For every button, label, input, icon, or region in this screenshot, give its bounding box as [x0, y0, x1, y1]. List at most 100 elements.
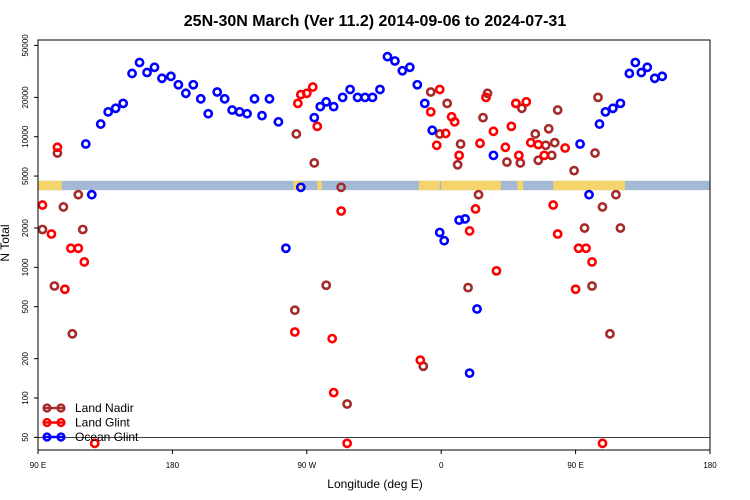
data-point: [488, 126, 499, 137]
data-point: [289, 305, 300, 316]
data-points: [37, 51, 668, 449]
x-axis-label: Longitude (deg E): [327, 477, 422, 491]
data-point: [195, 93, 206, 104]
data-point: [573, 243, 584, 254]
data-point: [292, 98, 303, 109]
data-point: [442, 98, 453, 109]
data-point: [472, 304, 482, 314]
data-point: [521, 96, 532, 107]
data-point: [500, 142, 511, 153]
data-point: [52, 142, 63, 153]
data-point: [425, 106, 436, 117]
legend-item: Land Nadir: [42, 401, 134, 415]
data-point: [249, 93, 260, 104]
x-tick-label: 90 E: [567, 461, 583, 470]
data-point: [581, 243, 591, 254]
data-point: [336, 182, 347, 193]
data-point: [404, 62, 415, 73]
series-ocean-glint: [80, 51, 668, 379]
data-point: [510, 98, 521, 109]
data-point: [549, 137, 560, 148]
data-point: [440, 128, 451, 139]
data-point: [173, 79, 184, 90]
data-point: [539, 150, 550, 161]
data-point: [605, 328, 615, 339]
data-point: [80, 139, 91, 149]
ocean-band: [38, 180, 710, 191]
data-point: [142, 67, 152, 78]
data-point: [488, 150, 499, 161]
data-point: [309, 112, 320, 123]
data-point: [615, 98, 626, 109]
data-point: [342, 438, 353, 449]
data-point: [590, 148, 600, 158]
legend-label: Land Nadir: [75, 401, 134, 415]
data-point: [212, 87, 223, 97]
y-tick-label: 2000: [21, 219, 30, 237]
chart-title: 25N-30N March (Ver 11.2) 2014-09-06 to 2…: [184, 13, 567, 30]
data-point: [560, 143, 571, 153]
land-segment: [553, 180, 625, 191]
legend-marker: [56, 417, 66, 428]
y-tick-label: 20000: [21, 86, 30, 109]
x-tick-label: 0: [439, 461, 444, 470]
data-point: [118, 98, 129, 109]
data-point: [506, 121, 517, 132]
data-point: [624, 68, 635, 79]
data-point: [597, 438, 608, 449]
data-point: [552, 229, 563, 239]
series-land-nadir: [37, 87, 626, 409]
land-segment: [418, 180, 440, 191]
y-tick-label: 100: [21, 391, 30, 405]
data-point: [352, 92, 363, 103]
data-point: [58, 202, 69, 212]
data-point: [345, 84, 356, 95]
x-tick-label: 90 W: [297, 461, 316, 470]
data-point: [412, 79, 423, 90]
data-point: [513, 150, 524, 161]
legend-label: Ocean Glint: [75, 430, 139, 444]
x-tick-label: 180: [166, 461, 180, 470]
data-point: [540, 140, 551, 151]
data-point: [642, 62, 653, 73]
data-point: [439, 235, 450, 246]
data-point: [301, 88, 312, 99]
land-segment: [517, 180, 524, 191]
x-tick-label: 180: [703, 461, 717, 470]
data-point: [315, 101, 326, 112]
data-point: [464, 368, 475, 379]
legend-marker: [42, 417, 52, 428]
data-point: [110, 103, 121, 114]
data-point: [516, 103, 527, 114]
data-point: [649, 73, 660, 84]
data-point: [575, 139, 585, 149]
data-point: [470, 204, 481, 214]
data-point: [291, 129, 302, 139]
data-point: [312, 121, 323, 132]
data-point: [95, 119, 106, 129]
data-point: [73, 243, 84, 254]
data-point: [530, 129, 541, 139]
legend-marker: [56, 432, 66, 442]
data-point: [52, 148, 63, 158]
data-point: [452, 159, 463, 170]
data-point: [546, 150, 557, 161]
data-point: [336, 206, 347, 216]
data-point: [569, 165, 580, 176]
data-point: [611, 189, 621, 200]
data-point: [597, 202, 608, 212]
data-point: [397, 65, 408, 76]
series-land-glint: [37, 82, 608, 449]
data-point: [360, 92, 370, 103]
data-point: [587, 257, 597, 267]
data-point: [327, 333, 338, 344]
data-point: [431, 140, 442, 151]
data-point: [600, 106, 611, 117]
legend-marker: [56, 403, 66, 413]
data-point: [188, 79, 199, 90]
data-point: [375, 84, 385, 95]
data-point: [615, 223, 626, 233]
data-point: [65, 243, 76, 254]
data-point: [79, 257, 90, 267]
